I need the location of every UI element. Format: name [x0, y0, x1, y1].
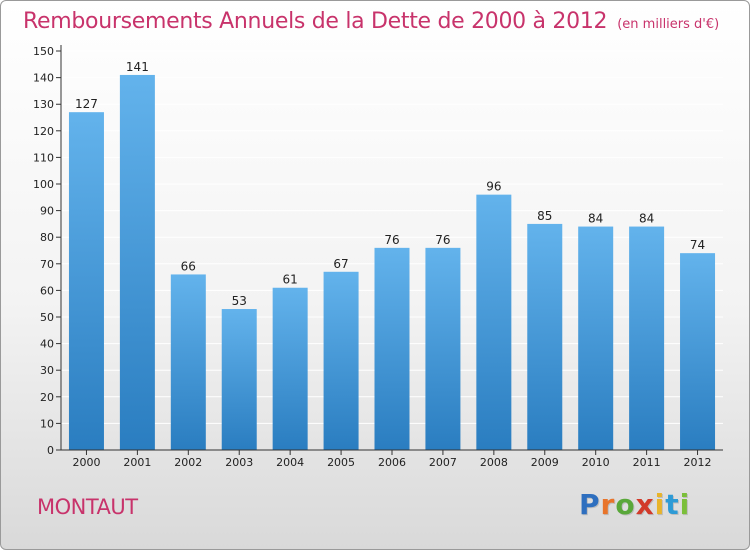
- logo-letter: P: [579, 488, 601, 521]
- bar-2010: [578, 226, 614, 450]
- proxiti-logo: Proxiti: [579, 488, 690, 521]
- data-label: 84: [588, 212, 603, 226]
- y-tick-label: 40: [40, 338, 54, 351]
- logo-letter: t: [665, 488, 680, 521]
- y-tick-label: 30: [40, 364, 54, 377]
- y-tick-label: 10: [40, 417, 54, 430]
- data-label: 66: [181, 259, 196, 273]
- data-label: 85: [537, 209, 552, 223]
- chart-title: Remboursements Annuels de la Dette de 20…: [23, 9, 608, 34]
- y-tick-label: 60: [40, 284, 54, 297]
- data-label: 61: [283, 273, 298, 287]
- data-label: 96: [486, 180, 501, 194]
- data-label: 127: [75, 97, 98, 111]
- data-label: 84: [639, 212, 654, 226]
- y-tick-label: 140: [33, 72, 54, 85]
- x-tick-label: 2001: [123, 456, 151, 469]
- bar-2006: [374, 247, 410, 450]
- x-tick-label: 2002: [174, 456, 202, 469]
- bar-2012: [680, 253, 716, 450]
- logo-letter: i: [654, 488, 666, 521]
- axes: [56, 45, 723, 455]
- x-tick-label: 2008: [480, 456, 508, 469]
- logo-letter: r: [600, 488, 616, 521]
- y-tick-label: 90: [40, 205, 54, 218]
- x-tick-label: 2012: [684, 456, 712, 469]
- bar-2011: [629, 226, 665, 450]
- y-tick-label: 130: [33, 98, 54, 111]
- data-label: 67: [333, 257, 348, 271]
- x-tick-label: 2007: [429, 456, 457, 469]
- logo-letter: x: [635, 488, 655, 521]
- logo-letter: i: [679, 488, 691, 521]
- data-label: 76: [384, 233, 399, 247]
- logo-letter: o: [615, 488, 636, 521]
- x-tick-label: 2003: [225, 456, 253, 469]
- y-tick-label: 150: [33, 45, 54, 58]
- y-tick-label: 0: [47, 444, 54, 457]
- x-tick-label: 2010: [582, 456, 610, 469]
- data-label: 74: [690, 238, 705, 252]
- x-tick-label: 2006: [378, 456, 406, 469]
- y-tick-label: 80: [40, 231, 54, 244]
- bars: [68, 74, 716, 451]
- commune-name: MONTAUT: [37, 495, 138, 519]
- data-label: 76: [435, 233, 450, 247]
- bar-2000: [68, 112, 104, 451]
- bar-2009: [527, 223, 563, 450]
- y-tick-label: 70: [40, 258, 54, 271]
- bar-2001: [119, 74, 155, 450]
- y-tick-label: 110: [33, 151, 54, 164]
- y-tick-label: 100: [33, 178, 54, 191]
- x-tick-label: 2009: [531, 456, 559, 469]
- bar-2005: [323, 271, 359, 450]
- bar-2002: [170, 274, 206, 450]
- x-tick-label: 2000: [72, 456, 100, 469]
- x-tick-label: 2005: [327, 456, 355, 469]
- y-tick-label: 120: [33, 125, 54, 138]
- x-tick-label: 2011: [633, 456, 661, 469]
- labels: 0 10 20 30 40 50 60 70 80 90 100 110 120 130 140 150 127…: [33, 45, 712, 469]
- bar-2003: [221, 309, 257, 450]
- y-tick-label: 20: [40, 391, 54, 404]
- bar-2008: [476, 194, 512, 450]
- bar-2007: [425, 247, 461, 450]
- y-tick-label: 50: [40, 311, 54, 324]
- x-tick-label: 2004: [276, 456, 304, 469]
- data-label: 141: [126, 60, 149, 74]
- data-label: 53: [232, 294, 247, 308]
- bar-2004: [272, 287, 308, 450]
- unit-note: (en milliers d'€): [617, 17, 720, 32]
- chart-title-block: Remboursements Annuels de la Dette de 20…: [23, 9, 719, 34]
